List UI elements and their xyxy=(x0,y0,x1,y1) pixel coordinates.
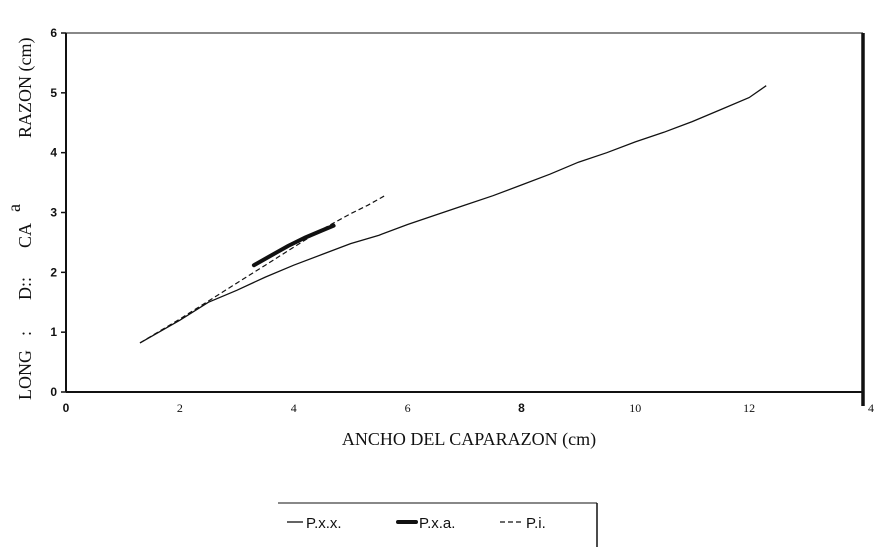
y-axis-label-part: RAZON (cm) xyxy=(15,38,36,138)
x-tick-label: 2 xyxy=(177,401,183,415)
x-axis-label: ANCHO DEL CAPARAZON (cm) xyxy=(342,429,596,450)
y-tick-label: 6 xyxy=(50,26,57,40)
x-tick-label: 12 xyxy=(743,401,755,415)
y-axis-label-part: : xyxy=(15,331,35,336)
legend: P.x.x. P.x.a. P.i. xyxy=(278,502,598,547)
series-group xyxy=(139,85,767,344)
x-tick-label: 4 xyxy=(868,401,874,415)
y-axis-label-part: a xyxy=(4,204,24,212)
y-tick-label: 5 xyxy=(50,86,57,100)
y-tick-label: 1 xyxy=(50,325,57,339)
x-tick-label: 8 xyxy=(518,401,525,415)
y-axis-label-part: CA xyxy=(15,223,35,248)
series-line-pi xyxy=(139,195,386,344)
y-axis-label-part: LONG xyxy=(15,350,35,400)
y-tick-label: 0 xyxy=(50,385,57,399)
legend-entry: P.x.a. xyxy=(419,515,455,532)
legend-entry: P.i. xyxy=(526,515,546,532)
y-tick-label: 3 xyxy=(50,206,57,220)
x-tick-label: 10 xyxy=(629,401,641,415)
series-line-pxa xyxy=(251,223,336,268)
y-axis-label: LONG: D::CA a RAZON (cm) xyxy=(4,38,36,400)
series-line-pxx xyxy=(139,85,767,344)
x-tick-label: 6 xyxy=(405,401,411,415)
axes xyxy=(65,32,865,406)
y-tick-label: 4 xyxy=(50,146,57,160)
x-tick-label: 4 xyxy=(291,401,297,415)
y-axis-label-part: D:: xyxy=(15,277,35,300)
x-tick-label: 0 xyxy=(63,401,70,415)
legend-entry: P.x.x. xyxy=(306,515,342,532)
y-tick-label: 2 xyxy=(50,265,57,279)
